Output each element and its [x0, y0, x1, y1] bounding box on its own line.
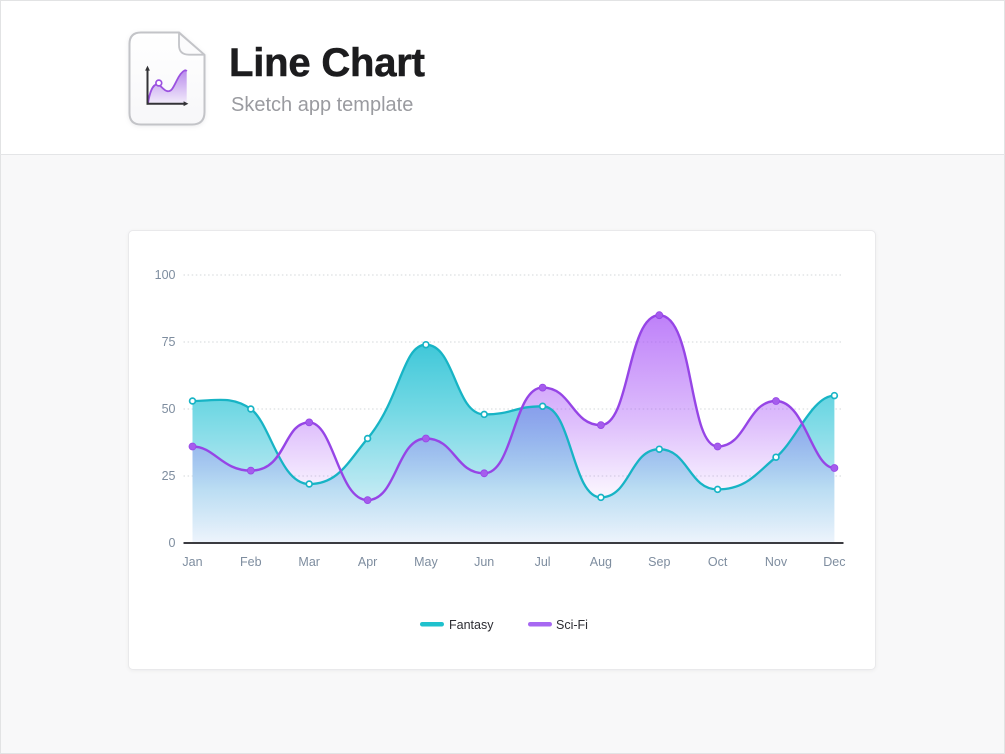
- svg-text:Sep: Sep: [648, 555, 670, 569]
- svg-text:Nov: Nov: [765, 555, 788, 569]
- svg-text:Feb: Feb: [240, 555, 262, 569]
- svg-text:100: 100: [155, 268, 176, 282]
- svg-text:Jan: Jan: [182, 555, 202, 569]
- svg-text:75: 75: [162, 335, 176, 349]
- svg-text:Oct: Oct: [708, 555, 728, 569]
- svg-text:25: 25: [162, 469, 176, 483]
- svg-text:Aug: Aug: [590, 555, 612, 569]
- svg-text:Fantasy: Fantasy: [449, 618, 494, 632]
- svg-text:Jun: Jun: [474, 555, 494, 569]
- svg-text:Mar: Mar: [298, 555, 320, 569]
- svg-text:0: 0: [169, 536, 176, 550]
- svg-text:Dec: Dec: [823, 555, 845, 569]
- svg-text:Apr: Apr: [358, 555, 377, 569]
- svg-text:Sci-Fi: Sci-Fi: [556, 618, 588, 632]
- svg-text:May: May: [414, 555, 438, 569]
- svg-text:50: 50: [162, 402, 176, 416]
- svg-text:Jul: Jul: [535, 555, 551, 569]
